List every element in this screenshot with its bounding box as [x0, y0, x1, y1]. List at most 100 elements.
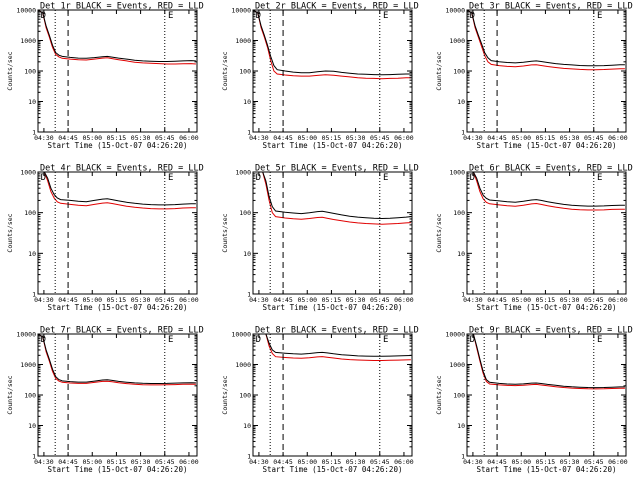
x-tick-label: 05:00: [297, 458, 317, 466]
x-tick-label: 05:15: [107, 134, 127, 142]
x-axis-label: Start Time (15-Oct-07 04:26:20): [48, 465, 188, 474]
marker-e: E: [168, 335, 173, 345]
y-axis-label: Counts/sec: [221, 213, 229, 252]
x-tick-label: 06:00: [608, 458, 628, 466]
y-tick-label: 100: [239, 209, 251, 217]
marker-e: E: [168, 173, 173, 183]
x-tick-label: 05:00: [297, 296, 317, 304]
x-tick-label: 05:45: [370, 458, 390, 466]
y-tick-label: 100: [453, 68, 465, 76]
lld-line: [252, 9, 411, 80]
x-tick-label: 05:45: [155, 134, 175, 142]
x-axis-label: Start Time (15-Oct-07 04:26:20): [48, 141, 188, 150]
x-tick-label: 05:45: [584, 134, 604, 142]
x-tick-label: 04:45: [58, 458, 78, 466]
x-axis-label: Start Time (15-Oct-07 04:26:20): [477, 141, 617, 150]
y-tick-label: 100: [453, 392, 465, 400]
x-tick-label: 05:00: [82, 296, 102, 304]
marker-e: E: [597, 335, 602, 345]
x-tick-label: 04:45: [487, 458, 507, 466]
x-tick-label: 04:30: [249, 296, 269, 304]
y-tick-label: 10: [457, 98, 465, 106]
y-tick-label: 1000: [235, 361, 251, 369]
y-tick-label: 1000: [449, 361, 465, 369]
y-tick-label: 100: [239, 392, 251, 400]
marker-d: D: [470, 335, 475, 345]
x-tick-label: 06:00: [179, 458, 199, 466]
plot-frame: [252, 171, 413, 295]
marker-d: D: [470, 11, 475, 21]
lld-line: [37, 9, 196, 65]
y-tick-label: 10000: [16, 7, 36, 15]
y-tick-label: 1: [461, 453, 465, 461]
x-tick-label: 05:00: [511, 458, 531, 466]
x-tick-label: 04:45: [273, 458, 293, 466]
x-axis-label: Start Time (15-Oct-07 04:26:20): [477, 465, 617, 474]
x-tick-label: 06:00: [179, 296, 199, 304]
y-tick-label: 1: [32, 453, 36, 461]
lld-line: [467, 333, 625, 390]
events-line: [253, 333, 411, 357]
panel-title: Det 4r BLACK = Events, RED = LLD: [40, 164, 204, 174]
y-tick-label: 1: [461, 291, 465, 299]
y-tick-label: 1: [461, 129, 465, 137]
x-tick-label: 04:30: [463, 296, 483, 304]
y-tick-label: 1000: [449, 37, 465, 45]
marker-e: E: [383, 173, 388, 183]
y-axis-label: Counts/sec: [435, 375, 443, 414]
events-line: [466, 9, 625, 67]
plot-frame: [466, 171, 627, 295]
y-tick-label: 1: [32, 129, 36, 137]
x-tick-label: 05:15: [322, 458, 342, 466]
x-tick-label: 05:30: [131, 296, 151, 304]
marker-e: E: [597, 173, 602, 183]
marker-e: E: [383, 11, 388, 21]
x-tick-label: 05:30: [346, 458, 366, 466]
y-tick-label: 1000: [20, 37, 36, 45]
x-tick-label: 05:45: [584, 458, 604, 466]
plot-frame: [466, 9, 627, 133]
x-tick-label: 05:00: [297, 134, 317, 142]
y-tick-label: 10000: [231, 331, 251, 339]
x-tick-label: 05:15: [107, 296, 127, 304]
panel-title: Det 8r BLACK = Events, RED = LLD: [255, 326, 419, 336]
events-line: [37, 9, 196, 62]
x-tick-label: 05:30: [346, 296, 366, 304]
x-tick-label: 05:15: [322, 296, 342, 304]
y-tick-label: 100: [24, 68, 36, 76]
marker-e: E: [597, 11, 602, 21]
events-line: [253, 171, 411, 220]
x-tick-label: 04:30: [34, 296, 54, 304]
x-tick-label: 05:45: [370, 134, 390, 142]
marker-d: D: [256, 11, 261, 21]
panel-title: Det 5r BLACK = Events, RED = LLD: [255, 164, 419, 174]
panel-title: Det 3r BLACK = Events, RED = LLD: [469, 2, 633, 12]
lld-line: [37, 333, 196, 386]
x-tick-label: 04:45: [273, 134, 293, 142]
x-tick-label: 04:30: [249, 458, 269, 466]
x-tick-label: 05:15: [107, 458, 127, 466]
y-tick-label: 10: [243, 98, 251, 106]
x-tick-label: 05:30: [346, 134, 366, 142]
plot-frame: [37, 9, 198, 133]
events-line: [37, 333, 196, 384]
x-tick-label: 04:30: [34, 134, 54, 142]
events-line: [38, 171, 196, 206]
y-tick-label: 100: [24, 392, 36, 400]
x-tick-label: 05:15: [322, 134, 342, 142]
y-tick-label: 1000: [235, 37, 251, 45]
marker-d: D: [470, 173, 475, 183]
panel-title: Det 6r BLACK = Events, RED = LLD: [469, 164, 633, 174]
y-tick-label: 10000: [231, 7, 251, 15]
x-axis-label: Start Time (15-Oct-07 04:26:20): [263, 141, 403, 150]
y-tick-label: 10: [243, 422, 251, 430]
plot-frame: [37, 333, 198, 457]
